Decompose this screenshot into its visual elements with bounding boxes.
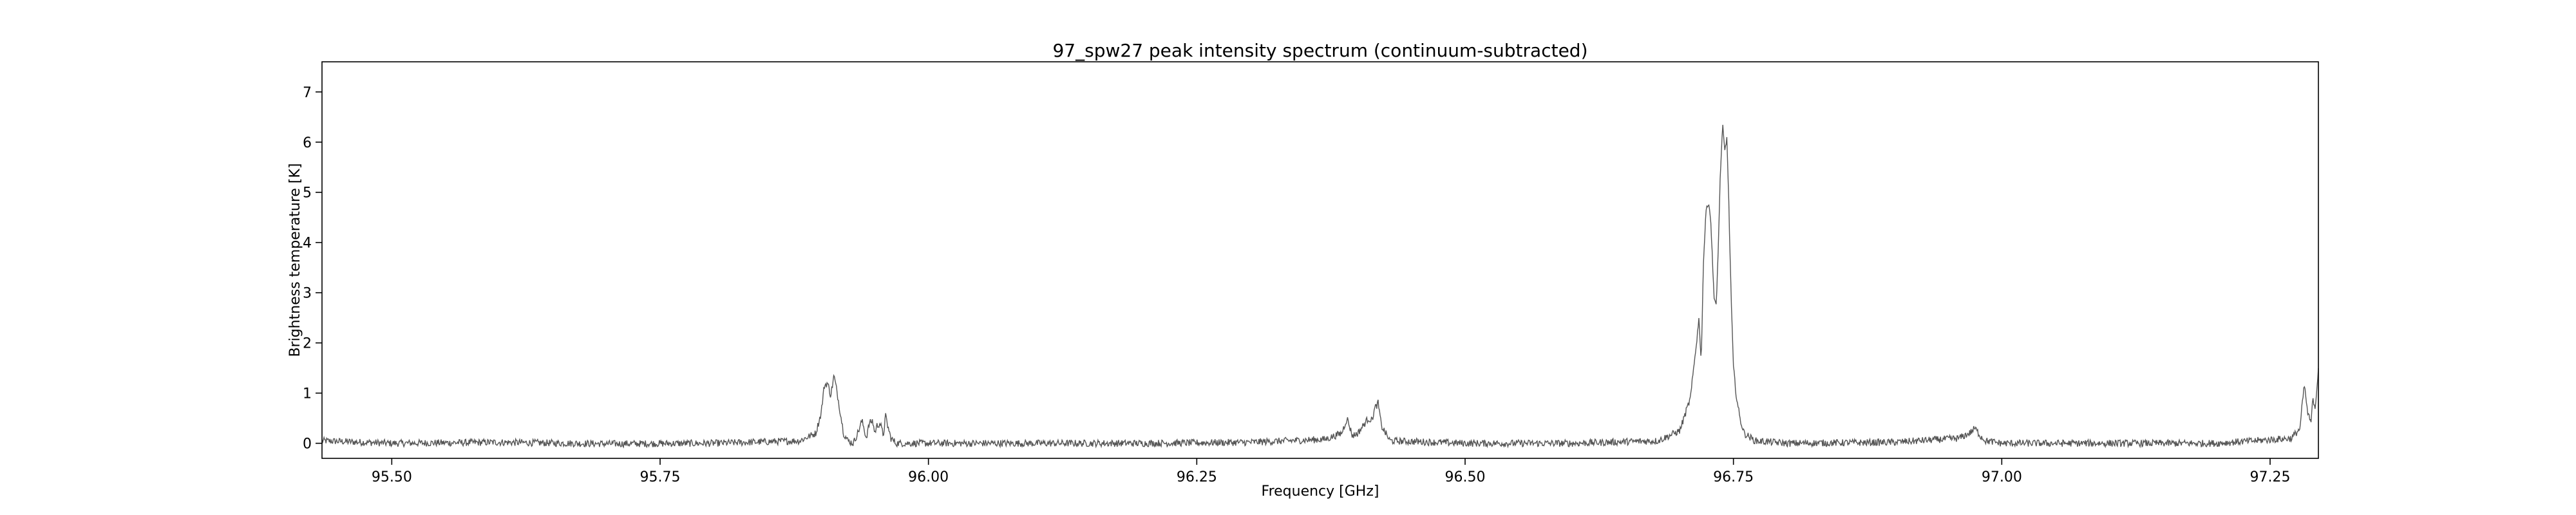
y-axis-label: Brightness temperature [K] [287, 163, 303, 357]
x-axis-label: Frequency [GHz] [1262, 483, 1379, 500]
x-tick-label: 95.50 [372, 469, 412, 485]
x-tick-label: 97.25 [2250, 469, 2291, 485]
y-tick-label: 0 [303, 436, 312, 453]
chart-title: 97_spw27 peak intensity spectrum (contin… [1052, 40, 1587, 61]
y-tick-label: 5 [303, 185, 312, 201]
y-tick-label: 2 [303, 336, 312, 352]
plot-frame [321, 61, 2319, 459]
x-tick-label: 96.75 [1713, 469, 1754, 485]
plot-area [321, 124, 2319, 449]
x-tick-label: 96.50 [1445, 469, 1486, 485]
y-tick-label: 1 [303, 386, 312, 402]
x-tick-label: 97.00 [1982, 469, 2022, 485]
y-axis: 0 1 2 3 4 5 6 7 [303, 85, 322, 453]
x-axis: 95.50 95.75 96.00 96.25 96.50 96.75 97.00 97.25 [372, 458, 2291, 485]
y-tick-label: 6 [303, 135, 312, 151]
x-tick-label: 95.75 [640, 469, 681, 485]
y-tick-label: 3 [303, 286, 312, 302]
y-tick-label: 7 [303, 85, 312, 101]
y-tick-label: 4 [303, 236, 312, 252]
x-tick-label: 96.00 [908, 469, 949, 485]
spectrum-line-0 [321, 124, 2319, 449]
x-tick-label: 96.25 [1177, 469, 1217, 485]
